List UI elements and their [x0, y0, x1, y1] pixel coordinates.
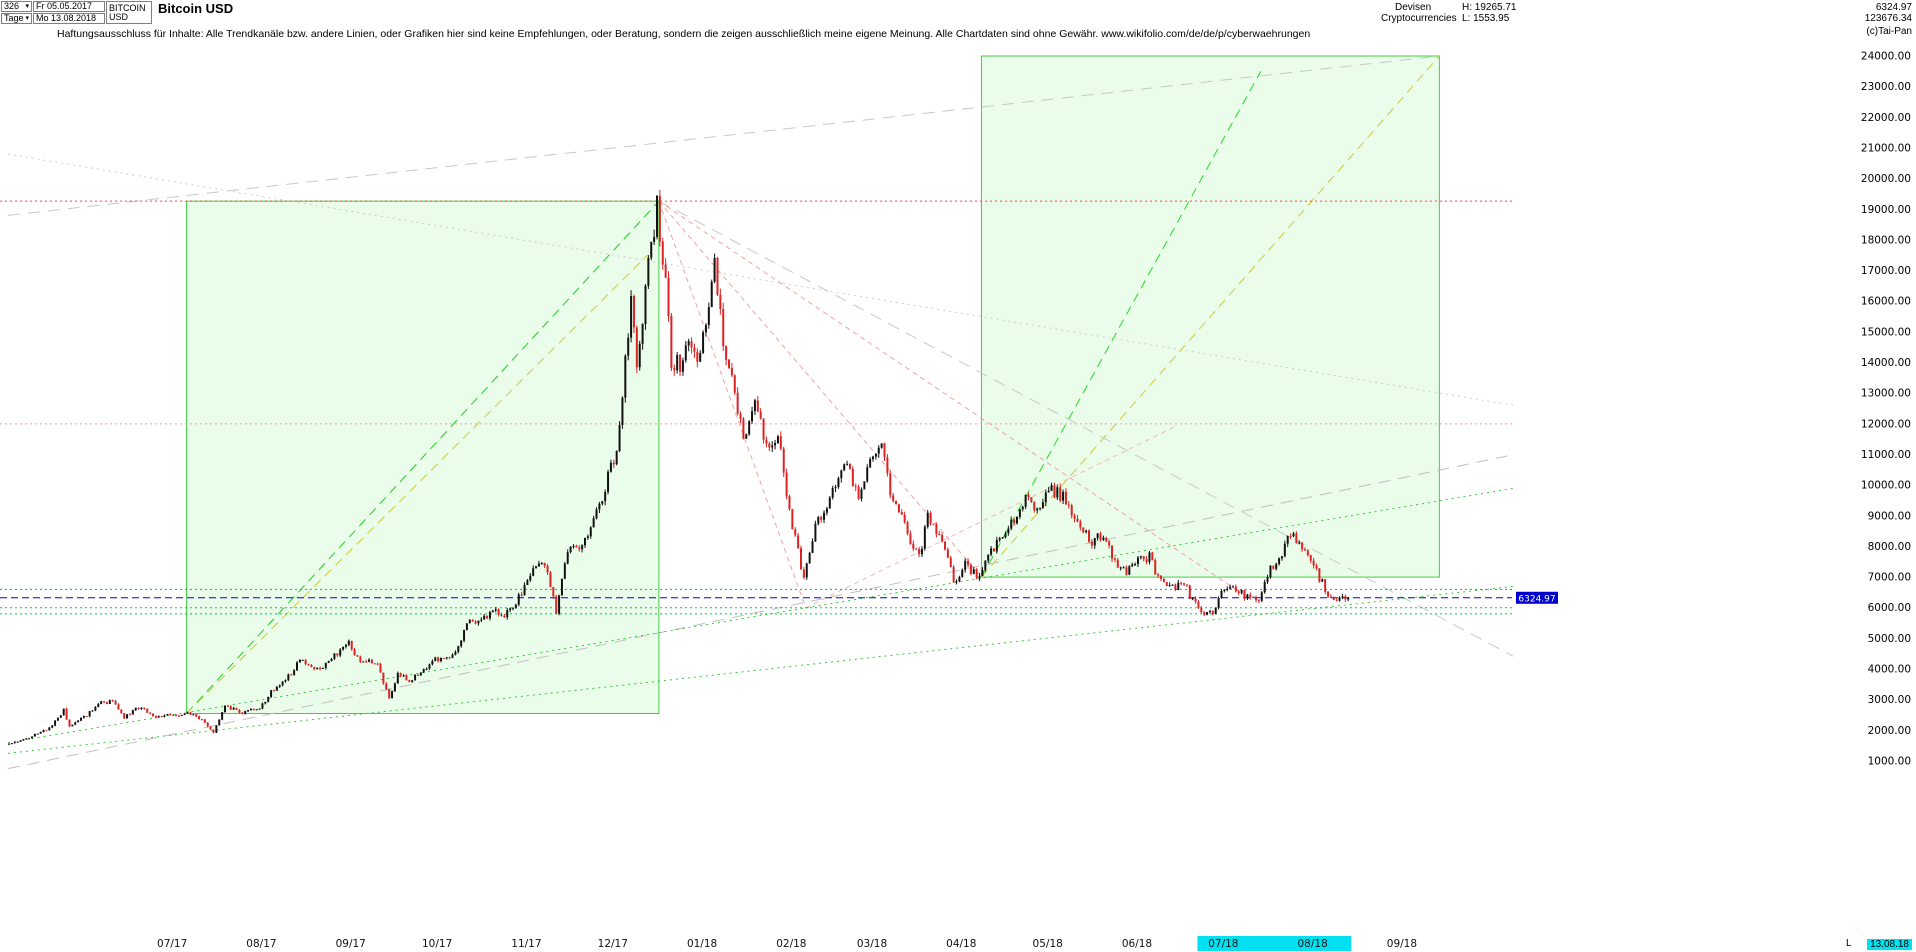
svg-text:18000.00: 18000.00	[1861, 234, 1911, 246]
svg-text:21000.00: 21000.00	[1861, 142, 1911, 154]
svg-text:05/18: 05/18	[1033, 938, 1063, 950]
svg-text:15000.00: 15000.00	[1861, 326, 1911, 338]
symbol-name: BITCOIN	[109, 2, 146, 13]
svg-text:10000.00: 10000.00	[1861, 480, 1911, 492]
price-tag: 6324.97	[1516, 591, 1558, 604]
svg-text:12/17: 12/17	[598, 938, 628, 950]
svg-text:3000.00: 3000.00	[1868, 694, 1911, 706]
svg-text:6324.97: 6324.97	[1518, 594, 1555, 604]
candles-layer	[8, 189, 1350, 745]
svg-text:7000.00: 7000.00	[1868, 572, 1911, 584]
svg-text:07/18: 07/18	[1208, 938, 1238, 950]
svg-text:07/17: 07/17	[157, 938, 187, 950]
svg-text:8000.00: 8000.00	[1868, 541, 1911, 553]
svg-text:09/18: 09/18	[1387, 938, 1417, 950]
price-axis-labels: 24000.00 23000.00 22000.00 21000.00 20000.00…	[1861, 51, 1911, 768]
current-price-tag	[1516, 591, 1558, 604]
svg-text:2000.00: 2000.00	[1868, 725, 1911, 737]
bars-count-dropdown[interactable]: 326 ▾	[1, 1, 32, 12]
end-date-value: Mo 13.08.2018	[36, 13, 97, 23]
svg-text:6000.00: 6000.00	[1868, 602, 1911, 614]
svg-text:11/17: 11/17	[511, 938, 541, 950]
svg-text:11000.00: 11000.00	[1861, 449, 1911, 461]
chevron-down-icon: ▾	[25, 15, 30, 22]
subcategory-label: Cryptocurrencies	[1381, 13, 1457, 24]
svg-text:5000.00: 5000.00	[1868, 633, 1911, 645]
svg-text:08/17: 08/17	[246, 938, 276, 950]
footer-l-label: L	[1846, 938, 1852, 949]
svg-text:03/18: 03/18	[857, 938, 887, 950]
symbol-box[interactable]: BITCOIN USD	[106, 1, 152, 24]
period-low-label: L: 1553.95	[1462, 13, 1510, 24]
svg-text:19000.00: 19000.00	[1861, 204, 1911, 216]
svg-text:20000.00: 20000.00	[1861, 173, 1911, 185]
symbol-currency: USD	[109, 11, 129, 22]
svg-text:23000.00: 23000.00	[1861, 81, 1911, 93]
end-date-field[interactable]: Mo 13.08.2018	[33, 13, 105, 24]
svg-text:17000.00: 17000.00	[1861, 265, 1911, 277]
svg-text:02/18: 02/18	[776, 938, 806, 950]
levels-layer	[0, 200, 1512, 615]
svg-text:01/18: 01/18	[687, 938, 717, 950]
svg-text:4000.00: 4000.00	[1868, 664, 1911, 676]
svg-text:24000.00: 24000.00	[1861, 51, 1911, 63]
svg-text:04/18: 04/18	[946, 938, 976, 950]
svg-text:08/18: 08/18	[1298, 938, 1328, 950]
period-high-label: H: 19265.71	[1462, 2, 1517, 13]
svg-text:14000.00: 14000.00	[1861, 357, 1911, 369]
start-date-field[interactable]: Fr 05.05.2017	[33, 1, 105, 12]
svg-text:22000.00: 22000.00	[1861, 112, 1911, 124]
trendlines-layer	[7, 55, 1513, 770]
svg-text:09/17: 09/17	[336, 938, 366, 950]
svg-text:1000.00: 1000.00	[1868, 756, 1911, 768]
last-date-badge: 13.08.18	[1867, 939, 1912, 950]
bars-count-value: 326	[4, 1, 20, 11]
chevron-down-icon: ▾	[25, 3, 29, 10]
category-label: Devisen	[1395, 2, 1432, 13]
svg-text:10/17: 10/17	[422, 938, 452, 950]
visible-range-highlight	[1197, 936, 1352, 951]
svg-text:12000.00: 12000.00	[1861, 418, 1911, 430]
last-price-label: 6324.97	[1875, 2, 1912, 13]
timeframe-dropdown[interactable]: Tage ▾	[1, 13, 32, 24]
timeframe-value: Tage	[4, 13, 24, 23]
svg-text:06/18: 06/18	[1122, 938, 1152, 950]
chart-title: Bitcoin USD	[158, 1, 234, 16]
svg-text:9000.00: 9000.00	[1868, 510, 1911, 522]
copyright-label: (c)Tai-Pan	[1866, 26, 1912, 37]
time-axis-labels: 07/17 08/17 09/17 10/17 11/17 12/17 01/18 02/18…	[157, 936, 1417, 951]
trend-boxes-layer	[186, 55, 1440, 714]
start-date-value: Fr 05.05.2017	[36, 1, 93, 11]
volume-label: 123676.34	[1864, 13, 1912, 24]
svg-text:13000.00: 13000.00	[1861, 388, 1911, 400]
svg-text:16000.00: 16000.00	[1861, 296, 1911, 308]
disclaimer-text: Haftungsausschluss für Inhalte: Alle Tre…	[57, 28, 1311, 40]
